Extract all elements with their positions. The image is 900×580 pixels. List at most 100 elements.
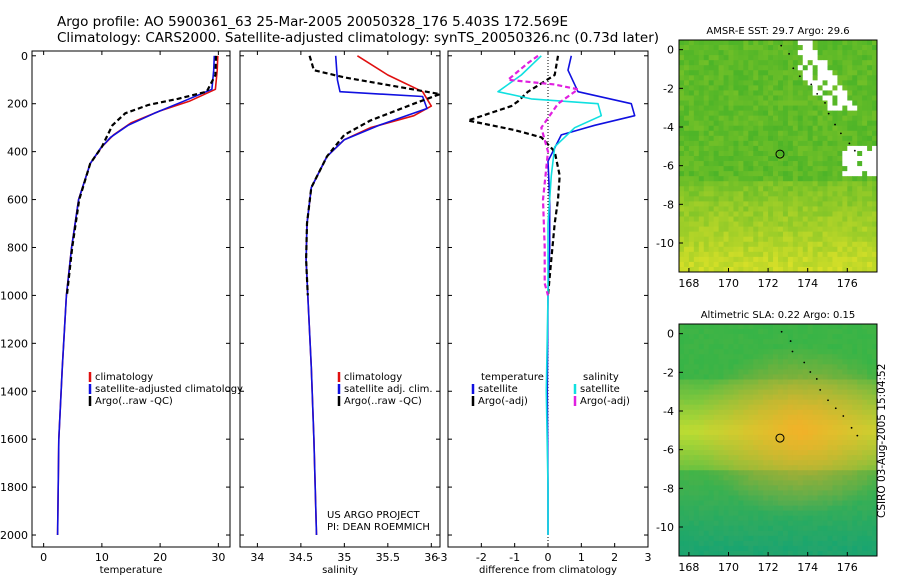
- sst-map-cell: [708, 176, 715, 182]
- sla-map-cell: [773, 369, 779, 375]
- sst-map-cell: [812, 216, 818, 222]
- sla-map-cell: [708, 520, 715, 527]
- sst-map-cell: [728, 186, 734, 192]
- sla-map-cell: [792, 490, 799, 496]
- sst-map-cell: [743, 150, 749, 157]
- sla-map-cell: [872, 329, 878, 335]
- sla-map-cell: [763, 455, 769, 461]
- sla-map-cell: [708, 485, 715, 491]
- sst-map-cell: [768, 135, 774, 142]
- sla-map-cell: [862, 460, 868, 466]
- sla-map-cell: [679, 475, 685, 481]
- sla-map-cell: [738, 495, 744, 501]
- sst-map-cell: [797, 251, 804, 258]
- sla-map-cell: [797, 450, 804, 456]
- sla-map-cell: [817, 545, 823, 552]
- sla-map-cell: [832, 490, 838, 496]
- sst-map-cell: [748, 145, 754, 152]
- sst-map-cell: [797, 256, 804, 263]
- sst-map-cell: [708, 256, 715, 263]
- sst-map-cell: [778, 140, 784, 147]
- sst-map-cell: [743, 80, 749, 86]
- sla-map-cell: [698, 505, 705, 512]
- sst-map-cell: [847, 211, 853, 217]
- sla-map-cell: [778, 510, 784, 517]
- sla-map-cell: [797, 344, 804, 350]
- sla-map-cell: [738, 424, 744, 431]
- sla-map-cell: [782, 414, 789, 421]
- sst-map-cell: [792, 166, 799, 172]
- depth-tick-label: 1200: [0, 337, 28, 350]
- sla-map-cell: [683, 550, 690, 557]
- difference-legend: temperaturesatelliteArgo(-adj)salinitysa…: [471, 372, 630, 407]
- sst-map-cell: [852, 246, 858, 253]
- sst-map-cell: [837, 140, 843, 147]
- sst-map-cell: [768, 95, 774, 101]
- sla-map-cell: [787, 404, 794, 411]
- sst-map-cell: [738, 95, 744, 101]
- sst-map-cell: [787, 166, 794, 172]
- sst-map-cell: [778, 40, 784, 46]
- sst-map-cell: [787, 181, 794, 187]
- sla-map-cell: [847, 324, 853, 330]
- sla-map-cell: [748, 369, 754, 375]
- sst-map-cell: [832, 115, 838, 122]
- sla-map-cell: [812, 520, 818, 527]
- sst-map-cell: [703, 241, 710, 248]
- sla-map-cell: [867, 359, 873, 365]
- sst-map-cell: [703, 85, 710, 91]
- sst-map-cell: [768, 186, 774, 192]
- sst-map-cell: [862, 211, 868, 217]
- sst-map-cell: [837, 150, 843, 157]
- sst-map-cell: [733, 80, 739, 86]
- sla-map-cell: [738, 329, 744, 335]
- sst-map-cell: [862, 140, 868, 147]
- sla-map-cell: [837, 485, 843, 491]
- sst-map-cell: [708, 211, 715, 217]
- sla-map-cell: [857, 409, 863, 416]
- sst-map-cell: [723, 45, 729, 51]
- sla-map-cell: [728, 495, 734, 501]
- sst-map-cell: [703, 135, 710, 142]
- sla-map-cell: [738, 455, 744, 461]
- sla-map-cell: [748, 339, 754, 345]
- sla-map-cell: [807, 344, 814, 350]
- sst-map-cell: [832, 211, 838, 217]
- sst-map-cell: [867, 191, 873, 197]
- sst-map-cell: [812, 50, 818, 56]
- sst-map-cell: [748, 125, 754, 132]
- sst-map-cell: [693, 100, 700, 106]
- sla-map-cell: [738, 379, 744, 385]
- sst-map-cell: [872, 60, 878, 66]
- sla-map-cell: [778, 540, 784, 547]
- sst-map-cell: [688, 45, 695, 51]
- sla-map-cell: [802, 460, 809, 466]
- sst-map-cell: [812, 140, 818, 147]
- sst-map-cell: [847, 226, 853, 233]
- sst-map-cell: [698, 115, 705, 122]
- sst-map-cell: [812, 166, 818, 172]
- sla-map-cell: [773, 445, 779, 451]
- sla-map-cell: [768, 414, 774, 421]
- sla-map-cell: [862, 515, 868, 522]
- sst-map-cell: [679, 176, 685, 182]
- sst-map-cell: [867, 176, 873, 182]
- sst-map-cell: [802, 236, 809, 243]
- sst-map-cell: [832, 150, 838, 157]
- sst-map-cell: [743, 70, 749, 76]
- sla-map-cell: [792, 404, 799, 411]
- sst-map-cell: [852, 256, 858, 263]
- sla-map-cell: [728, 550, 734, 557]
- sst-map-cell: [773, 221, 779, 228]
- sla-map-cell: [728, 389, 734, 396]
- sst-map-cell: [778, 90, 784, 96]
- sla-map-cell: [768, 480, 774, 486]
- sst-map-cell: [832, 85, 838, 91]
- sst-map-cell: [683, 150, 690, 157]
- sla-map-cell: [832, 419, 838, 426]
- sla-map-cell: [792, 540, 799, 547]
- sst-map-cell: [693, 120, 700, 127]
- sla-map-cell: [812, 359, 818, 365]
- sst-map-cell: [713, 156, 719, 162]
- sst-map-cell: [787, 40, 794, 46]
